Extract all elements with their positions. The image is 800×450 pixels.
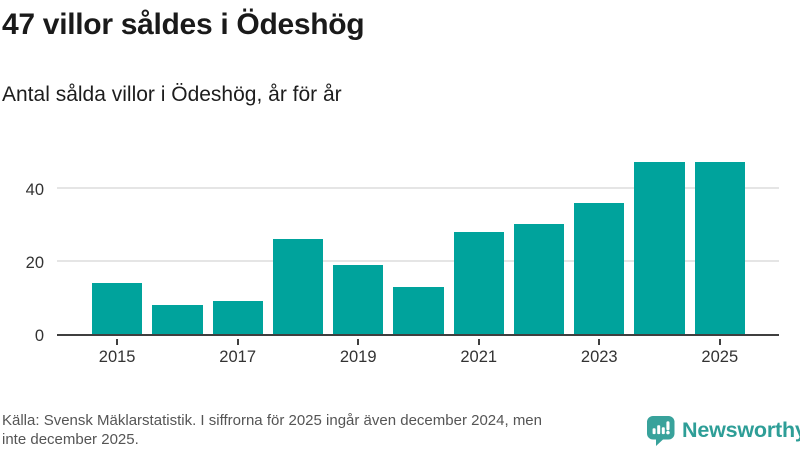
bar-cell-2022 xyxy=(513,156,565,334)
bar-cell-2025 xyxy=(694,156,745,334)
bar-cell-2024 xyxy=(634,156,685,334)
x-cell-2022 xyxy=(514,339,564,367)
x-axis-tick-2023 xyxy=(598,338,601,345)
bar-2018 xyxy=(272,239,324,334)
x-cell-2025: 2025 xyxy=(695,338,745,367)
x-cell-2016 xyxy=(152,339,202,367)
page-title: 47 villor såldes i Ödeshög xyxy=(2,8,365,41)
x-axis-tick-2025 xyxy=(718,338,721,345)
x-axis-label-2017: 2017 xyxy=(219,347,257,366)
x-axis-label-2015: 2015 xyxy=(98,347,136,366)
gridline-40 xyxy=(57,186,779,189)
newsworthy-logo: Newsworthy xyxy=(647,416,800,446)
bar-2017 xyxy=(212,301,263,334)
plot-area xyxy=(57,156,779,336)
x-cell-2015: 2015 xyxy=(92,338,142,367)
x-axis-tick-2017 xyxy=(236,338,239,345)
x-cell-2024 xyxy=(634,339,684,367)
y-axis-label-0: 0 xyxy=(34,327,44,345)
bar-2021 xyxy=(453,231,504,334)
bar-cell-2017 xyxy=(212,156,263,334)
bar-2015 xyxy=(92,282,143,334)
bar-2016 xyxy=(152,304,203,334)
x-axis-tick-2021 xyxy=(477,338,480,345)
bar-cell-2023 xyxy=(574,156,625,334)
x-axis-label-2021: 2021 xyxy=(460,347,498,366)
x-axis: 2015 2017 2019 2021 2023 2025 xyxy=(57,338,779,367)
x-axis-label-2019: 2019 xyxy=(339,347,377,366)
gridline-20 xyxy=(57,259,779,262)
bar-cell-2015 xyxy=(92,156,143,334)
bar-series xyxy=(57,156,779,334)
bar-cell-2016 xyxy=(152,156,203,334)
y-axis-label-40: 40 xyxy=(25,180,44,199)
x-cell-2017: 2017 xyxy=(213,338,263,367)
source-note-line1: Källa: Svensk Mäklarstatistik. I siffror… xyxy=(2,412,542,429)
y-axis-labels: 0 20 40 xyxy=(0,156,44,345)
newsworthy-logo-text: Newsworthy xyxy=(682,418,800,442)
x-axis-tick-2019 xyxy=(357,338,360,345)
bar-cell-2018 xyxy=(272,156,324,334)
chart-subtitle: Antal sålda villor i Ödeshög, år för år xyxy=(2,83,342,106)
bar-2022 xyxy=(513,224,565,334)
bar-2025 xyxy=(694,162,745,334)
x-axis-label-2023: 2023 xyxy=(580,347,618,366)
bar-2019 xyxy=(333,264,384,334)
x-cell-2021: 2021 xyxy=(454,338,504,367)
x-axis-label-2025: 2025 xyxy=(701,347,739,366)
x-axis-tick-2015 xyxy=(116,338,119,345)
source-note-line2: inte december 2025. xyxy=(2,431,139,448)
x-cell-2019: 2019 xyxy=(333,338,383,367)
bar-cell-2020 xyxy=(393,156,444,334)
y-axis-label-20: 20 xyxy=(25,253,44,272)
chart-speech-bubble-icon xyxy=(647,416,675,446)
x-cell-2018 xyxy=(273,339,323,367)
bar-2024 xyxy=(634,162,685,334)
source-note: Källa: Svensk Mäklarstatistik. I siffror… xyxy=(2,411,647,449)
bar-2020 xyxy=(393,286,444,334)
x-cell-2020 xyxy=(393,339,443,367)
bar-2023 xyxy=(574,202,625,334)
bar-cell-2019 xyxy=(333,156,384,334)
x-cell-2023: 2023 xyxy=(574,338,624,367)
bar-cell-2021 xyxy=(453,156,504,334)
